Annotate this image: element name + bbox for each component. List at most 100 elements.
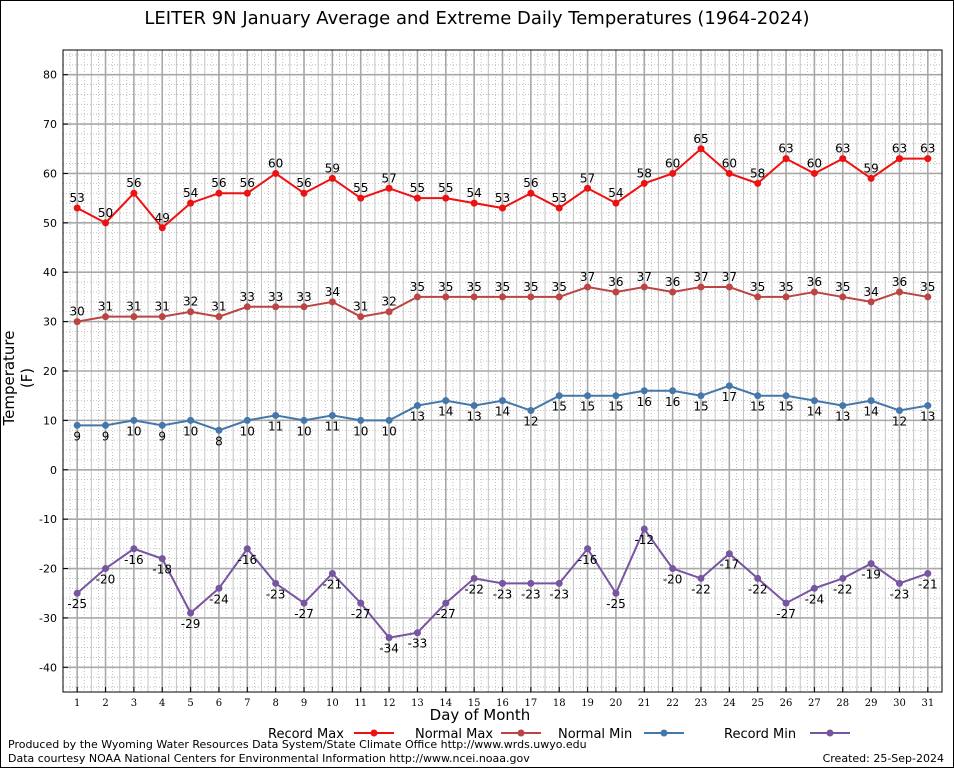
x-tick-label: 21 — [638, 698, 651, 709]
record-max-point — [839, 155, 847, 163]
normal-min-data-label: 15 — [750, 400, 765, 414]
normal-min-point — [243, 416, 251, 424]
normal-max-point — [158, 313, 166, 321]
record-min-data-label: -22 — [833, 582, 853, 596]
normal-min-point — [782, 392, 790, 400]
record-max-point — [697, 145, 705, 153]
y-tick-label: 40 — [43, 266, 57, 279]
record-min-point — [527, 579, 535, 587]
record-max-point — [499, 204, 506, 212]
record-min-data-label: -23 — [549, 587, 569, 601]
normal-max-point — [782, 293, 790, 301]
record-min-data-label: -23 — [266, 587, 286, 601]
record-max-data-label: 60 — [268, 156, 283, 170]
normal-max-point — [243, 303, 251, 311]
record-min-data-label: -27 — [776, 607, 796, 621]
normal-min-data-label: 13 — [920, 410, 935, 424]
record-max-data-label: 60 — [665, 156, 680, 170]
record-min-point — [754, 574, 762, 582]
record-max-point — [130, 189, 138, 197]
record-max-point — [328, 174, 336, 182]
normal-min-data-label: 14 — [863, 405, 878, 419]
record-min-data-label: -29 — [181, 617, 201, 631]
normal-max-data-label: 37 — [580, 270, 595, 284]
record-max-data-label: 59 — [863, 161, 878, 175]
record-max-data-label: 55 — [410, 181, 425, 195]
normal-min-data-label: 10 — [126, 424, 141, 438]
record-max-point — [73, 204, 81, 212]
normal-max-point — [555, 293, 563, 301]
normal-min-point — [102, 421, 110, 429]
normal-min-point — [697, 392, 705, 400]
normal-min-point — [810, 397, 818, 405]
x-tick-label: 31 — [921, 698, 934, 709]
record-max-data-label: 60 — [807, 156, 822, 170]
record-max-data-label: 56 — [523, 176, 538, 190]
x-tick-label: 2 — [102, 698, 108, 709]
normal-max-data-label: 35 — [750, 280, 765, 294]
y-tick-label: 10 — [43, 414, 57, 427]
normal-max-point — [499, 293, 506, 301]
normal-max-point — [470, 293, 478, 301]
normal-min-point — [215, 426, 223, 434]
normal-min-point — [527, 407, 535, 415]
x-tick-label: 5 — [187, 698, 193, 709]
record-min-point — [215, 584, 223, 592]
normal-max-data-label: 36 — [608, 275, 623, 289]
normal-max-data-label: 36 — [807, 275, 822, 289]
legend-marker-record-max — [370, 729, 378, 737]
x-tick-label: 22 — [666, 698, 679, 709]
created-date: Created: 25-Sep-2024 — [822, 752, 944, 765]
record-max-data-label: 49 — [155, 211, 170, 225]
normal-max-data-label: 34 — [325, 285, 340, 299]
record-min-point — [328, 569, 336, 577]
normal-min-point — [584, 392, 592, 400]
record-min-point — [924, 569, 932, 577]
normal-min-data-label: 13 — [467, 410, 482, 424]
record-min-data-label: -25 — [67, 597, 87, 611]
record-min-point — [612, 589, 620, 597]
normal-max-data-label: 35 — [523, 280, 538, 294]
normal-max-point — [527, 293, 535, 301]
normal-min-point — [867, 397, 875, 405]
record-max-data-label: 55 — [438, 181, 453, 195]
normal-max-data-label: 37 — [722, 270, 737, 284]
record-min-point — [697, 574, 705, 582]
normal-min-data-label: 15 — [778, 400, 793, 414]
record-max-data-label: 56 — [240, 176, 255, 190]
record-max-data-label: 60 — [722, 156, 737, 170]
record-min-point — [810, 584, 818, 592]
normal-min-point — [328, 411, 336, 419]
normal-min-data-label: 9 — [73, 429, 81, 443]
record-max-data-label: 57 — [580, 171, 595, 185]
normal-min-point — [555, 392, 563, 400]
normal-min-data-label: 16 — [665, 395, 680, 409]
record-max-point — [640, 179, 648, 187]
normal-max-data-label: 31 — [98, 300, 113, 314]
record-max-data-label: 58 — [750, 166, 765, 180]
record-min-data-label: -22 — [464, 582, 484, 596]
record-max-point — [215, 189, 223, 197]
record-min-point — [867, 560, 875, 568]
normal-min-data-label: 15 — [693, 400, 708, 414]
record-max-data-label: 65 — [693, 132, 708, 146]
normal-max-data-label: 33 — [296, 290, 311, 304]
footer-data-source: Data courtesy NOAA National Centers for … — [8, 752, 530, 765]
record-max-point — [413, 194, 421, 202]
normal-max-point — [725, 283, 733, 291]
normal-min-data-label: 10 — [240, 424, 255, 438]
record-max-data-label: 55 — [353, 181, 368, 195]
record-min-point — [385, 634, 393, 642]
x-tick-label: 9 — [301, 698, 307, 709]
record-min-point — [102, 565, 110, 573]
normal-min-data-label: 13 — [835, 410, 850, 424]
legend-marker-record-min — [826, 729, 834, 737]
record-min-point — [357, 599, 365, 607]
normal-max-data-label: 36 — [665, 275, 680, 289]
record-min-data-label: -23 — [890, 587, 910, 601]
x-tick-label: 1 — [74, 698, 80, 709]
record-min-data-label: -20 — [96, 573, 116, 587]
legend-label-record-min: Record Min — [724, 727, 796, 742]
normal-max-point — [867, 298, 875, 306]
